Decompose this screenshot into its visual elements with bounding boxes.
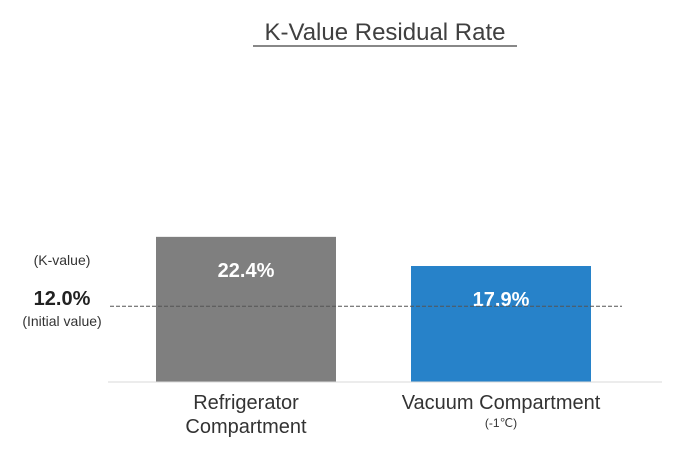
chart-title: K-Value Residual Rate (264, 19, 505, 46)
bar-1 (156, 236, 336, 382)
initial-value-sublabel: (Initial value) (22, 313, 101, 329)
initial-value-label: 12.0% (34, 288, 91, 310)
category-label-1-line-1: Refrigerator (193, 392, 299, 414)
category-label-2-line-2: (-1℃) (485, 416, 517, 430)
bars-group: 22.4% 17.9% (156, 236, 591, 382)
category-label-1-line-2: Compartment (185, 416, 307, 438)
category-label-2-line-1: Vacuum Compartment (402, 392, 601, 414)
bar-value-label-2: 17.9% (473, 289, 530, 311)
bar-2 (411, 266, 591, 382)
y-axis-label: (K-value) (34, 252, 91, 268)
bar-value-label-1: 22.4% (218, 260, 275, 282)
